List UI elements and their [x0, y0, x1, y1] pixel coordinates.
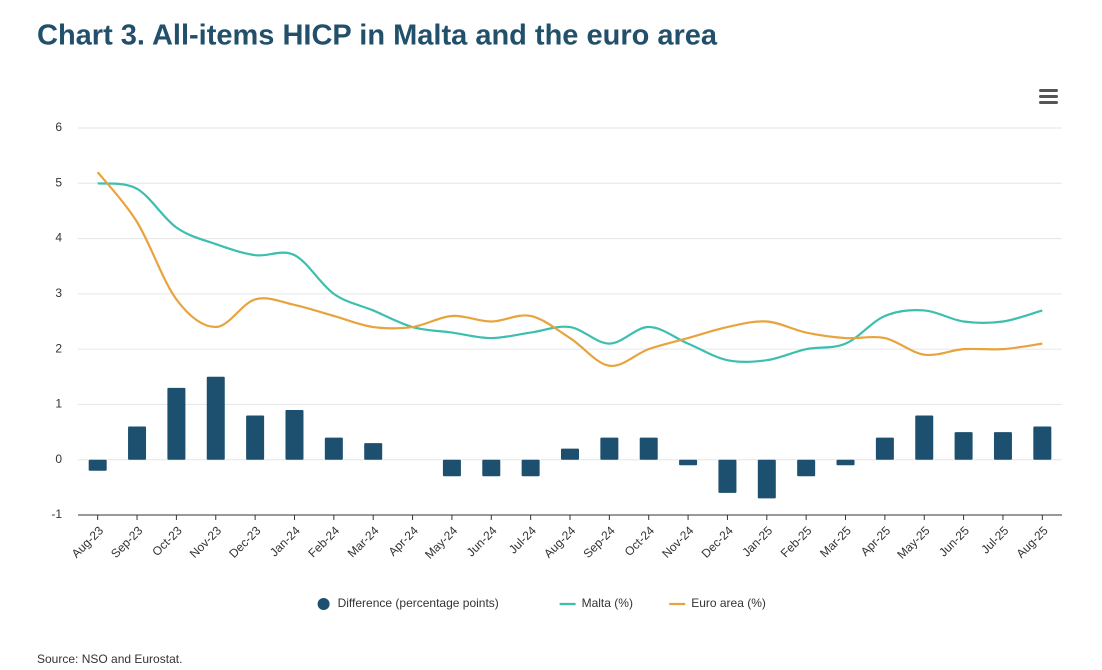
bar — [757, 459, 776, 499]
x-tick-label: Mar-25 — [817, 523, 854, 560]
legend-label: Euro area (%) — [691, 596, 766, 610]
x-tick-label: Dec-23 — [226, 523, 263, 560]
bar — [915, 415, 934, 460]
x-tick-label: Aug-25 — [1013, 523, 1050, 560]
bar — [206, 376, 225, 460]
x-tick-label: Sep-24 — [580, 523, 617, 560]
bar — [285, 409, 304, 460]
x-tick-label: Jun-24 — [464, 523, 500, 559]
bar — [639, 437, 658, 460]
bar — [836, 459, 855, 466]
x-tick-label: Sep-23 — [108, 523, 145, 560]
x-tick-label: Apr-24 — [386, 523, 422, 559]
menu-button[interactable] — [1039, 89, 1058, 104]
bar — [797, 459, 816, 477]
bar — [875, 437, 894, 460]
bar — [561, 448, 579, 460]
menu-bar — [1039, 89, 1058, 92]
y-tick-label: 1 — [55, 397, 62, 411]
source-note: Source: NSO and Eurostat. — [37, 652, 182, 666]
x-tick-label: Feb-24 — [305, 523, 342, 560]
x-tick-label: Oct-24 — [622, 523, 658, 559]
y-tick-label: 0 — [55, 452, 62, 466]
bar — [954, 432, 973, 460]
y-tick-label: 2 — [55, 341, 62, 355]
legend-label: Difference (percentage points) — [338, 596, 499, 610]
x-tick-label: Jan-25 — [739, 523, 775, 559]
legend-item: Malta (%) — [559, 596, 633, 610]
x-tick-label: May-24 — [422, 523, 460, 561]
bar — [993, 432, 1012, 460]
bar — [246, 415, 265, 460]
bar — [324, 437, 343, 460]
bar — [482, 459, 501, 477]
bar — [679, 459, 698, 466]
x-tick-label: Aug-24 — [541, 523, 578, 560]
bar — [88, 459, 107, 471]
y-tick-label: 4 — [55, 231, 62, 245]
y-tick-label: 5 — [55, 175, 62, 189]
y-tick-label: -1 — [51, 507, 62, 521]
x-tick-label: Jul-25 — [978, 523, 1011, 556]
x-tick-label: Jan-24 — [267, 523, 303, 559]
legend-item: Difference (percentage points) — [317, 596, 499, 610]
x-tick-label: May-25 — [894, 523, 932, 561]
x-tick-label: Feb-25 — [778, 523, 815, 560]
y-tick-label: 3 — [55, 286, 62, 300]
chart-title: Chart 3. All-items HICP in Malta and the… — [37, 20, 718, 52]
legend-label: Malta (%) — [582, 596, 633, 610]
bar — [128, 426, 147, 460]
line — [96, 171, 1043, 367]
bar — [442, 459, 461, 477]
bar — [364, 443, 383, 460]
x-tick-label: Dec-24 — [699, 523, 736, 560]
x-tick-label: Jun-25 — [936, 523, 972, 559]
x-tick-label: Nov-24 — [659, 523, 696, 560]
bar — [521, 459, 540, 477]
line — [97, 182, 1043, 364]
legend-swatch — [317, 598, 330, 610]
y-tick-label: 6 — [55, 120, 62, 134]
bar — [1033, 426, 1052, 460]
menu-bar — [1039, 101, 1058, 104]
x-tick-label: Jul-24 — [506, 523, 539, 556]
legend-item: Euro area (%) — [669, 596, 766, 610]
x-tick-label: Mar-24 — [345, 523, 382, 560]
x-tick-label: Nov-23 — [187, 523, 224, 560]
bar — [718, 459, 737, 493]
x-tick-label: Apr-25 — [858, 523, 894, 559]
bar — [167, 387, 186, 460]
menu-bar — [1039, 95, 1058, 98]
bar — [600, 437, 619, 460]
x-tick-label: Aug-23 — [69, 523, 106, 560]
x-tick-label: Oct-23 — [149, 523, 185, 559]
